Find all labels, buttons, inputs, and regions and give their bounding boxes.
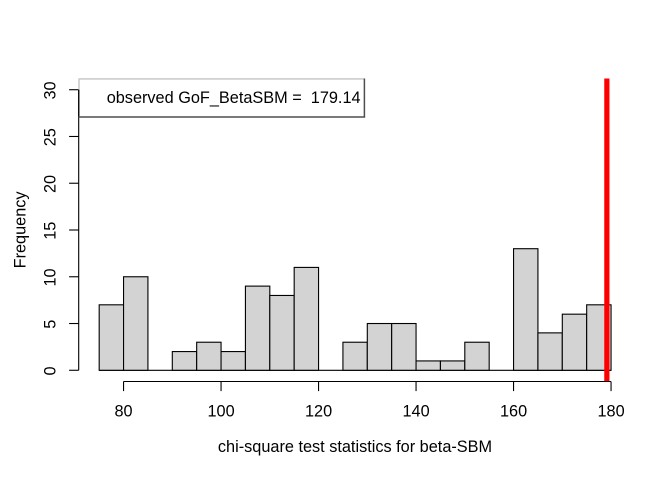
svg-text:160: 160: [500, 403, 527, 421]
svg-text:observed GoF_BetaSBM = 179.14: observed GoF_BetaSBM = 179.14: [107, 89, 361, 107]
svg-text:5: 5: [42, 320, 60, 329]
svg-text:Frequency: Frequency: [11, 191, 29, 269]
svg-text:15: 15: [42, 222, 60, 240]
svg-text:80: 80: [114, 403, 132, 421]
svg-text:140: 140: [402, 403, 429, 421]
svg-text:30: 30: [42, 81, 60, 99]
svg-text:180: 180: [597, 403, 624, 421]
svg-text:100: 100: [207, 403, 234, 421]
svg-text:10: 10: [42, 268, 60, 286]
svg-text:0: 0: [42, 366, 60, 375]
svg-text:120: 120: [305, 403, 332, 421]
svg-text:20: 20: [42, 175, 60, 193]
svg-text:25: 25: [42, 128, 60, 146]
svg-text:chi-square test statistics for: chi-square test statistics for beta-SBM: [218, 438, 492, 456]
